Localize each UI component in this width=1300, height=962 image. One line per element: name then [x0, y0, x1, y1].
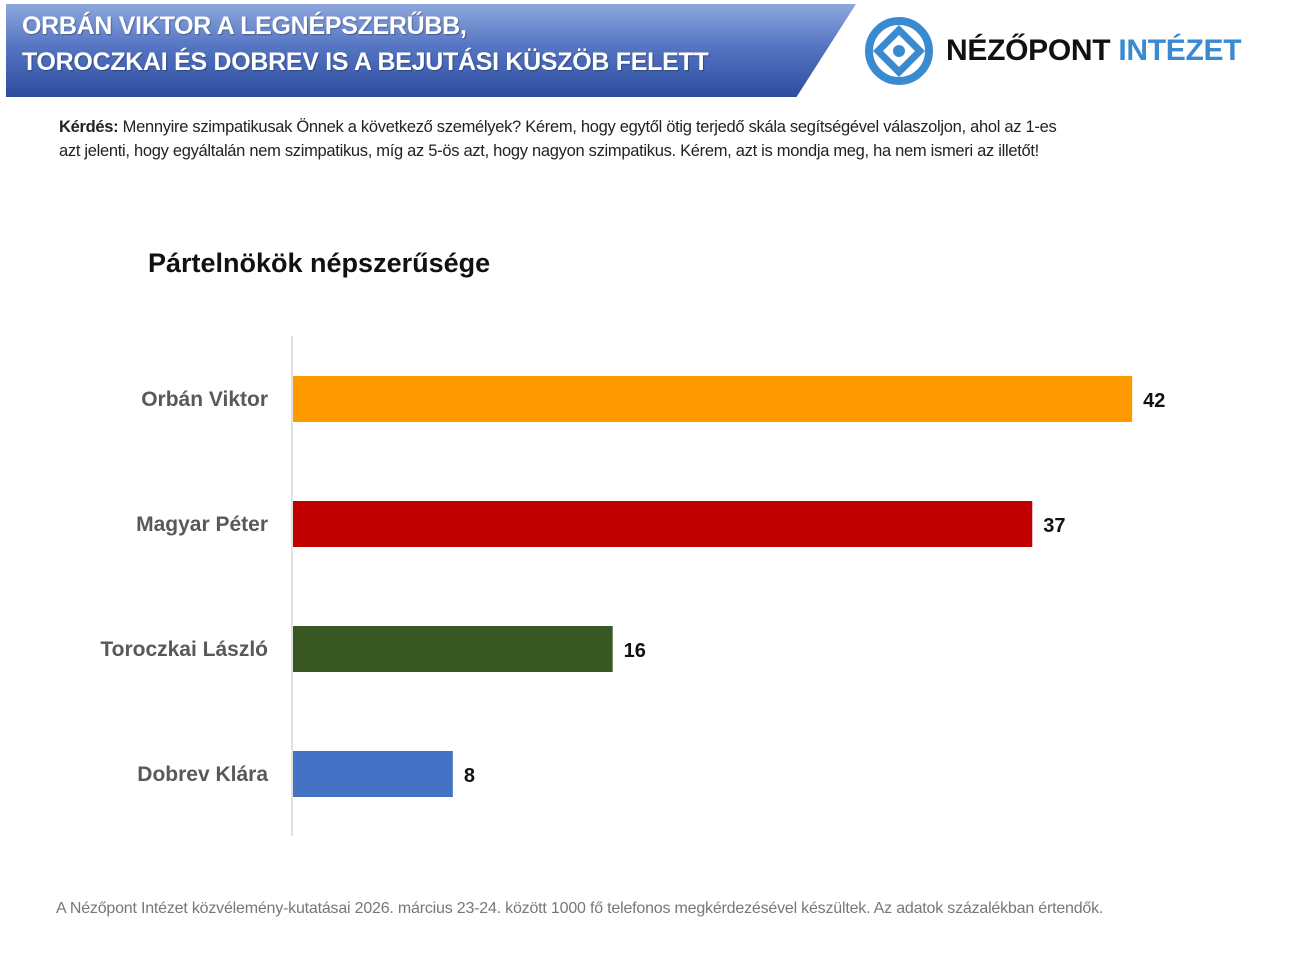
data-label: 8 [464, 765, 475, 787]
category-label: Toroczkai László [100, 638, 268, 661]
bar-1 [293, 501, 1033, 547]
bar-2 [293, 626, 613, 672]
chart-title: Pártelnökök népszerűsége [148, 248, 491, 278]
bar-3 [293, 751, 453, 797]
question-text: Kérdés: Mennyire szimpatikusak Önnek a k… [59, 118, 1057, 160]
bar-chart: Orbán Viktor 42 Magyar Péter 37 Toroczkai Lá… [100, 336, 1165, 836]
bar-0 [293, 376, 1133, 422]
category-label: Dobrev Klára [137, 763, 268, 786]
data-label: 37 [1043, 515, 1065, 537]
header-banner: ORBÁN VIKTOR A LEGNÉPSZERŰBB, TOROCZKAI … [6, 4, 856, 97]
category-label: Orbán Viktor [141, 388, 268, 411]
data-label: 42 [1143, 390, 1165, 412]
category-label: Magyar Péter [136, 513, 268, 536]
headline-line-2: TOROCZKAI ÉS DOBREV IS A BEJUTÁSI KÜSZÖB… [22, 48, 709, 76]
nezopont-logo-icon [865, 17, 933, 85]
data-label: 16 [624, 640, 646, 662]
logo-text: NÉZŐPONT INTÉZET [946, 34, 1242, 67]
headline-line-1: ORBÁN VIKTOR A LEGNÉPSZERŰBB, [22, 12, 467, 40]
footnote: A Nézőpont Intézet közvélemény-kutatásai… [56, 900, 1104, 917]
